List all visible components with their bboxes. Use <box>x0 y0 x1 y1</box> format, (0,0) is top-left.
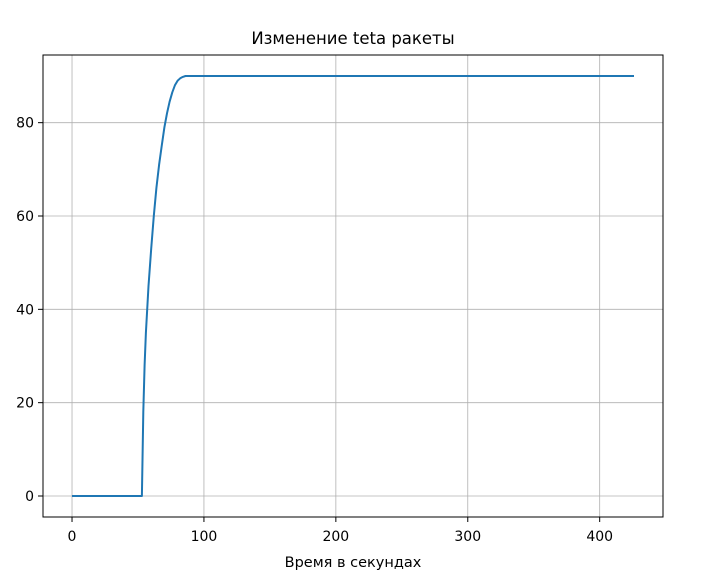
chart-title: Изменение teta ракеты <box>251 29 454 48</box>
x-axis-label: Время в секундах <box>285 555 422 571</box>
y-tick-label: 80 <box>16 116 34 132</box>
y-tick-label: 0 <box>25 489 34 505</box>
y-tick-label: 60 <box>16 209 34 225</box>
series-line <box>72 75 634 497</box>
axis-ticks: 0 100 200 300 400 0 20 40 60 80 <box>16 116 613 545</box>
y-tick-label: 20 <box>16 396 34 412</box>
x-tick-label: 300 <box>454 529 481 545</box>
x-tick-label: 200 <box>322 529 349 545</box>
plot-frame <box>42 54 664 518</box>
y-tick-label: 40 <box>16 302 34 318</box>
x-tick-label: 0 <box>68 529 77 545</box>
x-tick-label: 100 <box>191 529 218 545</box>
x-tick-label: 400 <box>586 529 613 545</box>
grid-lines <box>43 55 663 517</box>
series-lines <box>72 75 634 497</box>
